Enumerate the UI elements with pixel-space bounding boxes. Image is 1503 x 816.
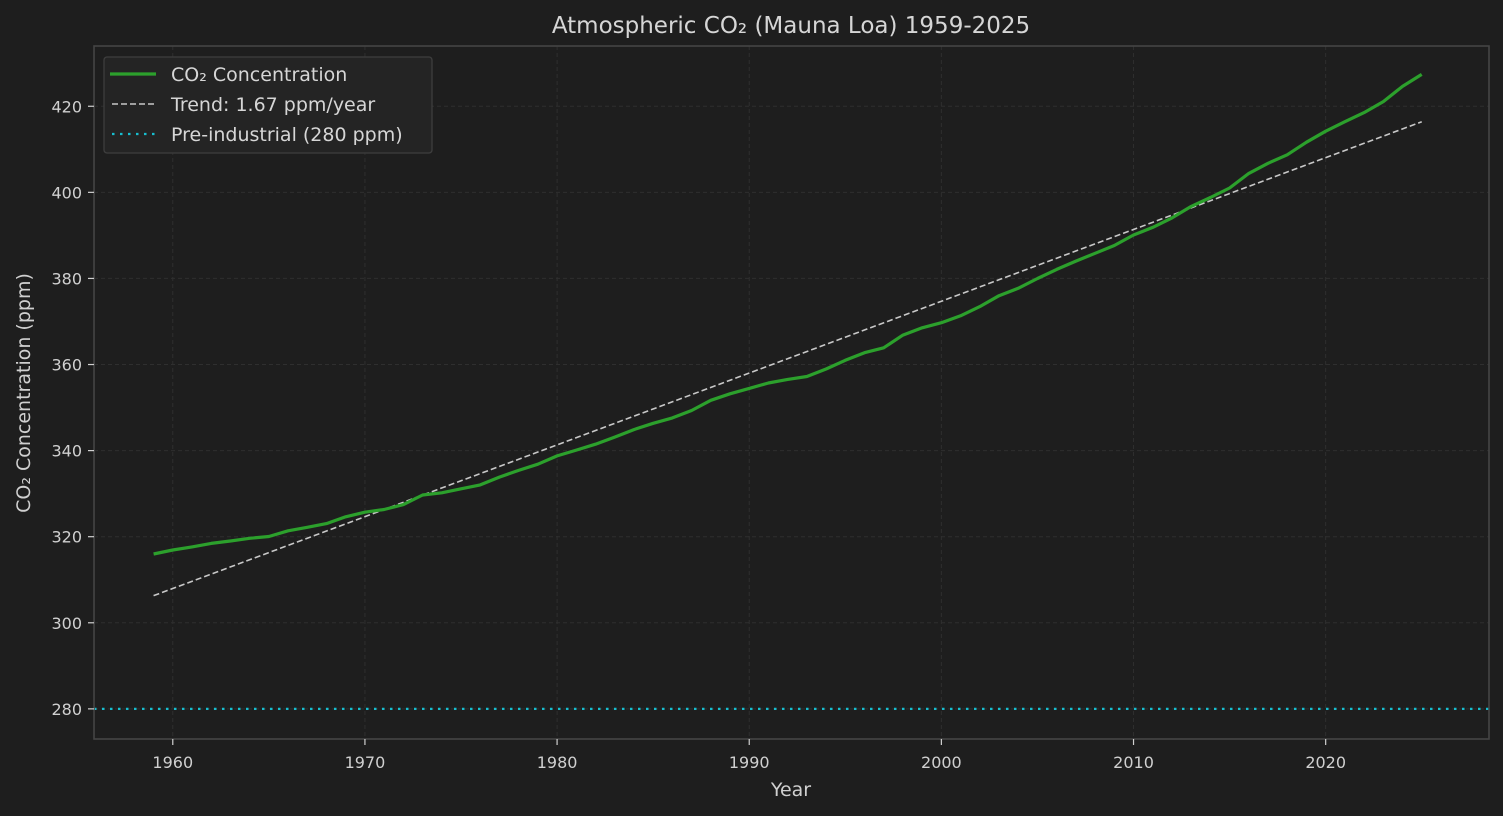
y-tick-label: 420 (51, 97, 82, 116)
y-tick-label: 320 (51, 528, 82, 547)
plot-area (94, 46, 1489, 739)
x-tick-label: 2020 (1305, 753, 1346, 772)
y-axis-label: CO₂ Concentration (ppm) (13, 273, 35, 513)
legend-label-trend: Trend: 1.67 ppm/year (170, 94, 375, 116)
x-tick-label: 2010 (1113, 753, 1154, 772)
x-tick-label: 1980 (537, 753, 578, 772)
x-axis-ticks: 1960 1970 1980 1990 2000 2010 2020 (152, 739, 1346, 772)
trend-line (153, 121, 1423, 597)
x-tick-label: 1970 (345, 753, 386, 772)
x-tick-label: 2000 (921, 753, 962, 772)
co2-path (153, 73, 1423, 556)
trend-path (153, 121, 1423, 597)
y-tick-label: 360 (51, 356, 82, 375)
legend-label-co2: CO₂ Concentration (171, 64, 347, 86)
legend-box (103, 56, 433, 154)
y-tick-label: 400 (51, 183, 82, 202)
y-tick-label: 380 (51, 269, 82, 288)
y-axis-ticks: 280 300 320 340 360 380 400 420 (51, 97, 94, 719)
x-axis-label: Year (770, 779, 811, 801)
y-tick-label: 340 (51, 442, 82, 461)
y-tick-label: 280 (51, 700, 82, 719)
legend-label-preindustrial: Pre-industrial (280 ppm) (171, 124, 403, 146)
legend: CO₂ Concentration Trend: 1.67 ppm/year P… (103, 56, 433, 154)
x-tick-label: 1990 (729, 753, 770, 772)
axes-frame (93, 45, 1490, 740)
y-tick-label: 300 (51, 614, 82, 633)
x-tick-label: 1960 (152, 753, 193, 772)
co2-concentration-line (153, 73, 1423, 556)
chart-title: Atmospheric CO₂ (Mauna Loa) 1959-2025 (552, 13, 1030, 39)
